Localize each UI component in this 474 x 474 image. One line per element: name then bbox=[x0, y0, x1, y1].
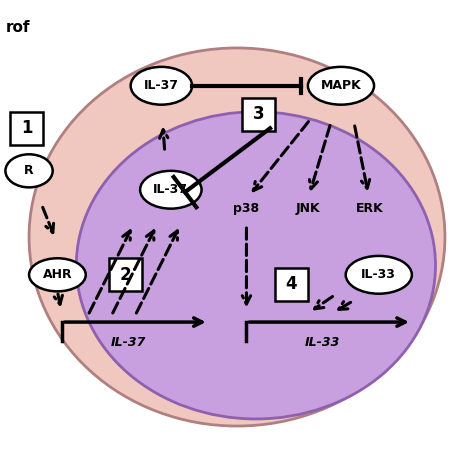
Text: IL-37: IL-37 bbox=[144, 79, 179, 92]
Text: rof: rof bbox=[5, 19, 30, 35]
Text: 1: 1 bbox=[21, 119, 32, 137]
Text: IL-37: IL-37 bbox=[153, 183, 188, 196]
Text: ERK: ERK bbox=[356, 202, 383, 215]
Text: R: R bbox=[24, 164, 34, 177]
Ellipse shape bbox=[5, 155, 53, 187]
Text: p38: p38 bbox=[233, 202, 259, 215]
FancyBboxPatch shape bbox=[242, 98, 275, 131]
Ellipse shape bbox=[29, 48, 445, 426]
Ellipse shape bbox=[76, 112, 436, 419]
FancyBboxPatch shape bbox=[275, 268, 308, 301]
Text: IL-37: IL-37 bbox=[110, 336, 146, 349]
Text: IL-33: IL-33 bbox=[361, 268, 396, 281]
Text: IL-33: IL-33 bbox=[304, 336, 340, 349]
Ellipse shape bbox=[29, 258, 86, 292]
Text: 4: 4 bbox=[285, 275, 297, 293]
Text: JNK: JNK bbox=[296, 202, 320, 215]
Ellipse shape bbox=[346, 256, 412, 294]
Ellipse shape bbox=[131, 67, 192, 105]
Text: 3: 3 bbox=[253, 105, 264, 123]
FancyBboxPatch shape bbox=[10, 112, 43, 145]
FancyBboxPatch shape bbox=[109, 258, 143, 292]
Ellipse shape bbox=[308, 67, 374, 105]
Text: AHR: AHR bbox=[43, 268, 72, 281]
Ellipse shape bbox=[140, 171, 201, 209]
Text: 2: 2 bbox=[120, 266, 132, 284]
Text: MAPK: MAPK bbox=[320, 79, 361, 92]
